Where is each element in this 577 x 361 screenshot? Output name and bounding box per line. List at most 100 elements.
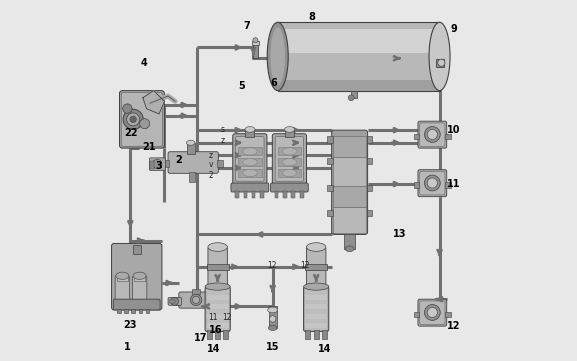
Bar [117, 309, 121, 313]
Text: 15: 15 [265, 342, 279, 352]
Bar [285, 130, 294, 136]
Circle shape [130, 116, 136, 123]
Bar [134, 276, 145, 281]
Bar [212, 300, 216, 305]
Bar [215, 330, 220, 339]
Circle shape [428, 308, 437, 318]
Bar [321, 330, 327, 339]
Ellipse shape [190, 294, 202, 306]
Text: 12: 12 [300, 261, 309, 270]
Text: 11: 11 [447, 179, 460, 189]
Bar [334, 157, 366, 186]
FancyBboxPatch shape [272, 134, 306, 184]
Bar [327, 210, 333, 217]
Text: 12: 12 [268, 261, 277, 270]
Bar [327, 136, 333, 143]
Bar [414, 134, 419, 139]
Bar [207, 264, 229, 270]
Bar [176, 300, 180, 305]
Bar [269, 306, 276, 328]
Bar [133, 245, 141, 254]
Text: 14: 14 [207, 344, 221, 354]
Circle shape [349, 95, 354, 101]
Text: 1: 1 [124, 342, 131, 352]
Bar [334, 135, 366, 157]
Bar [366, 158, 372, 164]
Ellipse shape [245, 127, 255, 132]
Ellipse shape [133, 272, 146, 279]
Bar [327, 158, 333, 164]
Bar [366, 136, 372, 143]
Bar [168, 300, 175, 303]
Bar [245, 130, 254, 136]
Bar [305, 314, 327, 319]
FancyBboxPatch shape [418, 170, 447, 197]
Bar [278, 158, 301, 166]
Text: 16: 16 [209, 325, 223, 335]
Bar [207, 314, 229, 319]
Ellipse shape [268, 307, 278, 313]
Ellipse shape [268, 325, 277, 330]
Bar [238, 158, 261, 166]
Text: 11: 11 [208, 313, 218, 322]
FancyBboxPatch shape [205, 287, 230, 331]
FancyBboxPatch shape [121, 92, 163, 146]
FancyBboxPatch shape [419, 301, 445, 324]
Bar [414, 182, 419, 188]
Circle shape [428, 130, 437, 139]
FancyBboxPatch shape [235, 136, 264, 181]
FancyBboxPatch shape [419, 171, 445, 195]
FancyBboxPatch shape [149, 158, 166, 170]
Text: 23: 23 [123, 320, 136, 330]
Bar [366, 185, 372, 191]
FancyBboxPatch shape [119, 91, 164, 148]
Ellipse shape [243, 148, 257, 155]
Bar [305, 295, 327, 300]
Bar [305, 330, 310, 339]
FancyBboxPatch shape [115, 276, 130, 306]
Bar [278, 29, 440, 53]
Circle shape [193, 296, 200, 304]
Bar [207, 288, 229, 330]
Bar [283, 191, 287, 198]
Text: 12: 12 [447, 321, 460, 331]
Circle shape [123, 109, 143, 130]
Text: z: z [209, 151, 213, 160]
FancyBboxPatch shape [271, 183, 308, 192]
Ellipse shape [284, 127, 295, 132]
Text: 6: 6 [271, 78, 278, 88]
Text: 17: 17 [194, 333, 207, 343]
Circle shape [269, 316, 276, 322]
Bar [314, 330, 319, 339]
Bar [278, 147, 301, 155]
Bar [146, 309, 149, 313]
Text: 7: 7 [243, 21, 250, 31]
Bar [252, 191, 256, 198]
Bar [291, 191, 295, 198]
FancyBboxPatch shape [208, 247, 227, 287]
Ellipse shape [208, 243, 227, 251]
FancyBboxPatch shape [111, 243, 162, 310]
Bar [278, 169, 301, 177]
Text: 9: 9 [451, 25, 458, 34]
Bar [189, 172, 196, 182]
Bar [187, 143, 194, 153]
Bar [223, 330, 228, 339]
Bar [150, 161, 153, 169]
Bar [275, 191, 279, 198]
Bar [138, 309, 142, 313]
FancyBboxPatch shape [233, 134, 267, 184]
Text: 10: 10 [447, 125, 460, 135]
Bar [327, 185, 333, 191]
Text: 14: 14 [318, 344, 331, 354]
Bar [252, 41, 259, 44]
Ellipse shape [282, 158, 297, 166]
Bar [207, 295, 229, 300]
Text: 21: 21 [142, 143, 156, 152]
Text: 13: 13 [394, 230, 407, 239]
Circle shape [127, 113, 140, 126]
Ellipse shape [429, 22, 450, 91]
Bar [278, 81, 440, 91]
Text: 4: 4 [141, 58, 147, 68]
Circle shape [425, 127, 440, 142]
